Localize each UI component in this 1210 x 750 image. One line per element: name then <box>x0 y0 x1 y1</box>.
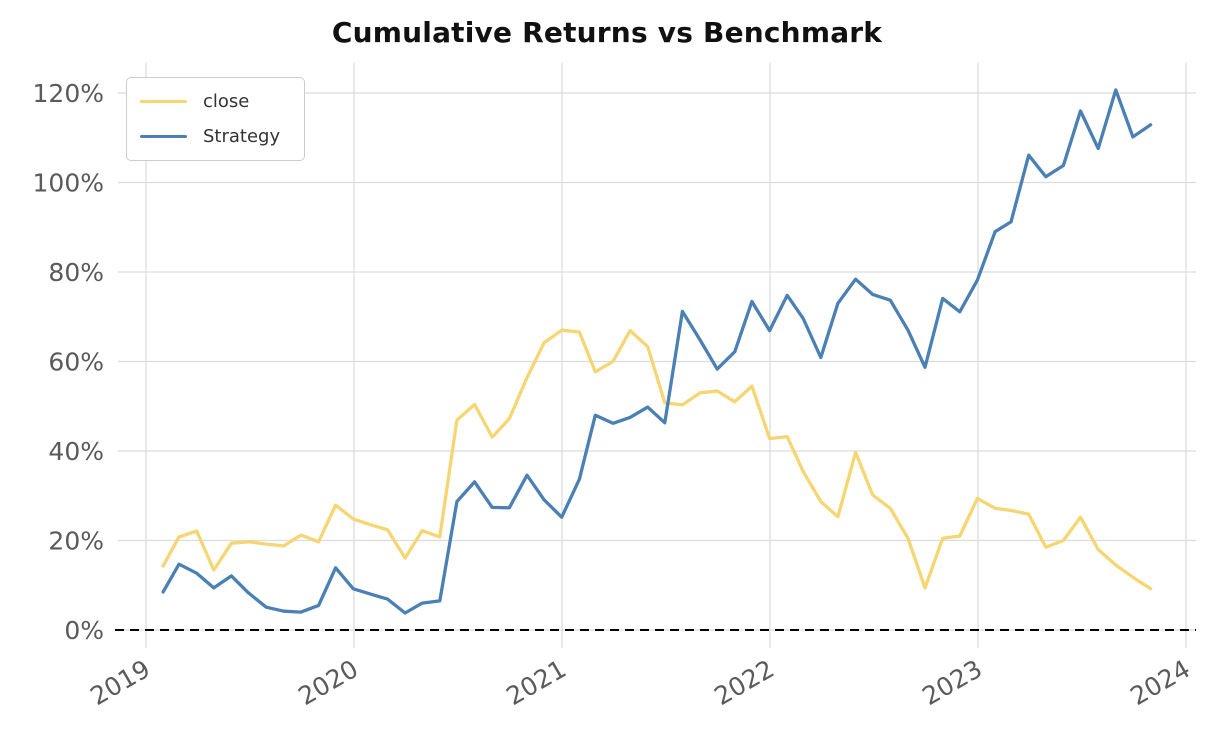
x-tick-label: 2020 <box>293 654 363 711</box>
x-tick-label: 2024 <box>1125 654 1195 711</box>
x-tick-label: 2019 <box>85 654 155 711</box>
y-tick-label: 60% <box>48 347 104 376</box>
legend-item-close: close <box>140 88 280 115</box>
series-line-close <box>161 328 1153 591</box>
y-tick-label: 0% <box>64 616 104 645</box>
chart-legend[interactable]: close Strategy <box>126 77 306 161</box>
y-tick-label: 120% <box>33 79 104 108</box>
legend-label-strategy: Strategy <box>203 125 281 147</box>
close-line-swatch-icon <box>140 100 187 103</box>
y-tick-label: 80% <box>48 258 104 287</box>
y-tick-label: 100% <box>33 168 104 197</box>
chart-title: Cumulative Returns vs Benchmark <box>331 16 883 49</box>
x-tick-label: 2021 <box>501 654 571 711</box>
y-tick-label: 40% <box>48 437 104 466</box>
x-tick-label: 2023 <box>917 654 987 711</box>
legend-item-strategy: Strategy <box>140 123 280 150</box>
strategy-line-swatch-icon <box>140 135 187 138</box>
series-line-strategy <box>161 88 1153 615</box>
x-tick-label: 2022 <box>709 654 779 711</box>
legend-label-close: close <box>203 90 250 112</box>
y-tick-label: 20% <box>48 526 104 555</box>
